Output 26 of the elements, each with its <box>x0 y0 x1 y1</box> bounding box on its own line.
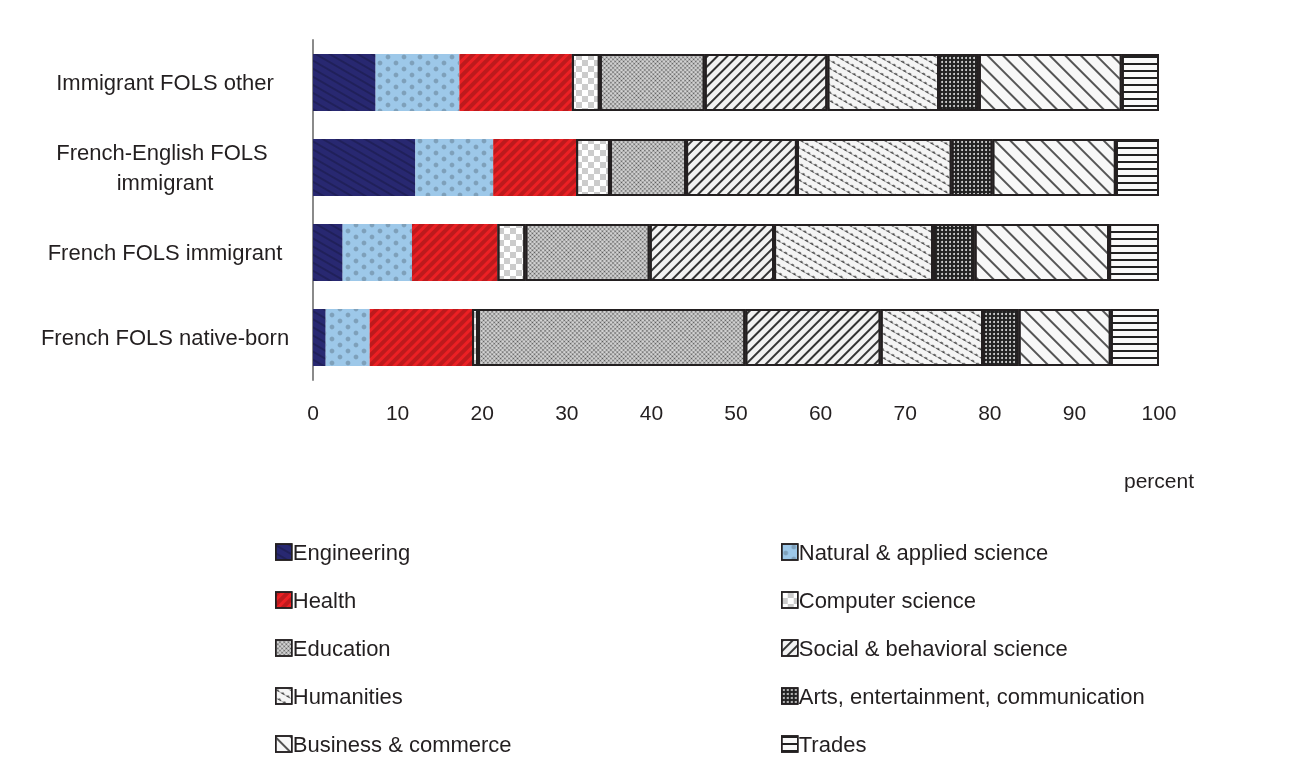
legend-label: Arts, entertainment, communication <box>798 683 1145 709</box>
legend-label: Trades <box>798 731 867 757</box>
x-tick-label: 80 <box>978 401 1002 424</box>
x-tick-label: 30 <box>555 401 579 424</box>
x-tick-label: 90 <box>1062 401 1087 424</box>
y-tick-label: French FOLS native-born <box>40 325 290 350</box>
legend-label: Education <box>292 635 391 661</box>
x-tick-label: 0 <box>307 401 319 424</box>
x-tick-label: 60 <box>808 401 833 424</box>
x-tick-label: 40 <box>639 401 664 424</box>
legend-label: Engineering <box>292 539 411 565</box>
y-tick-label: French FOLS immigrant <box>47 240 283 265</box>
x-tick-label: 20 <box>470 401 494 424</box>
legend-label: Natural & applied science <box>798 539 1049 565</box>
x-tick-label: 10 <box>385 401 410 424</box>
x-axis-title: percent <box>1123 469 1195 492</box>
y-tick-label: Immigrant FOLS other <box>56 70 274 95</box>
legend-label: Humanities <box>292 683 403 709</box>
legend-label: Health <box>292 587 357 613</box>
x-tick-label: 50 <box>724 401 748 424</box>
legend-label: Computer science <box>798 587 977 613</box>
x-tick-label: 70 <box>893 401 917 424</box>
x-tick-label: 100 <box>1141 401 1177 424</box>
legend-label: Social & behavioral science <box>798 635 1068 661</box>
legend-label: Business & commerce <box>292 731 512 757</box>
y-tick-label: French-English FOLS immigrant <box>56 140 274 195</box>
